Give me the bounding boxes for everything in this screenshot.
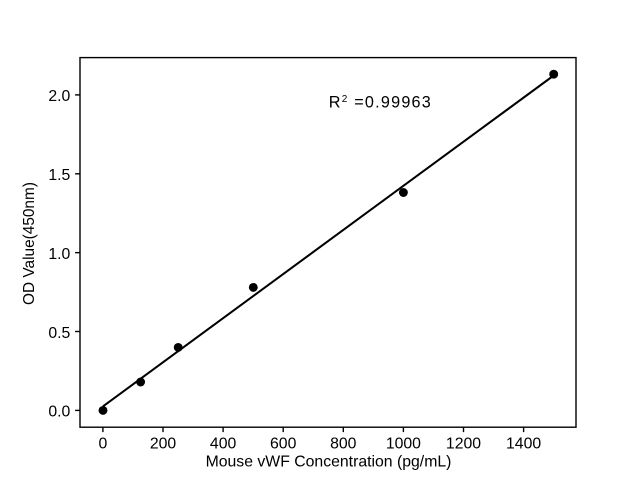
svg-text:1000: 1000 [386,436,421,453]
svg-text:2.0: 2.0 [48,88,70,105]
svg-text:200: 200 [150,436,177,453]
svg-text:1.5: 1.5 [48,167,70,184]
svg-text:1400: 1400 [506,436,541,453]
svg-text:1.0: 1.0 [48,246,70,263]
svg-text:0: 0 [99,436,108,453]
svg-text:600: 600 [270,436,297,453]
svg-text:OD Value(450nm): OD Value(450nm) [21,182,38,305]
svg-text:400: 400 [210,436,237,453]
svg-text:0.5: 0.5 [48,325,70,342]
svg-text:800: 800 [330,436,357,453]
svg-text:Mouse vWF Concentration (pg/mL: Mouse vWF Concentration (pg/mL) [206,454,452,471]
svg-text:1200: 1200 [446,436,481,453]
svg-text:0.0: 0.0 [48,404,70,421]
